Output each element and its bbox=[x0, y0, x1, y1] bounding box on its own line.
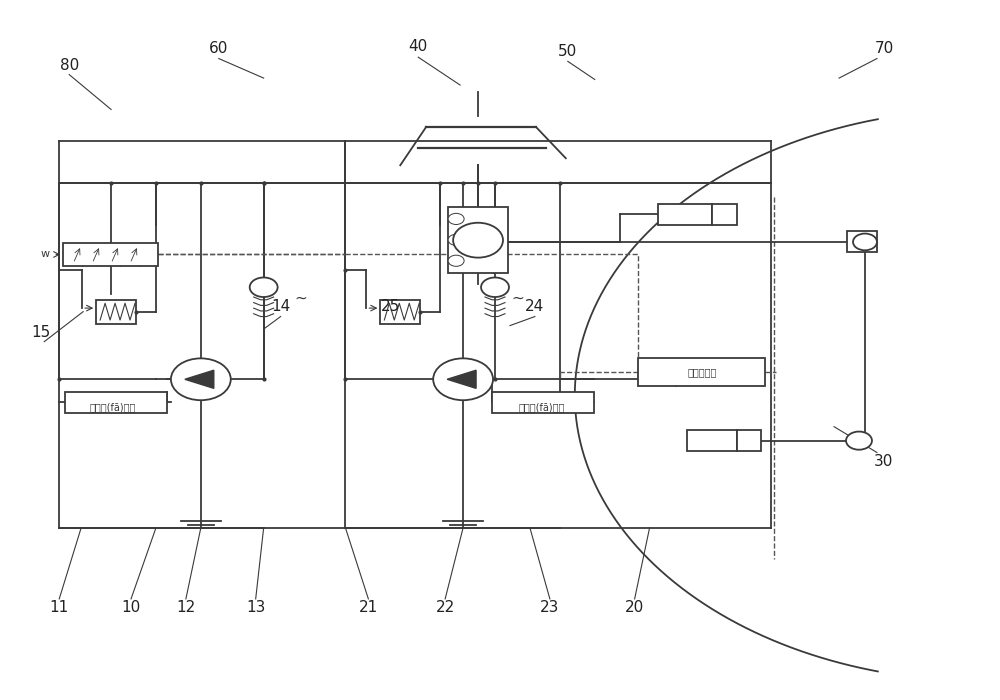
Text: 40: 40 bbox=[409, 39, 428, 54]
Text: ~: ~ bbox=[512, 290, 524, 305]
Text: 25: 25 bbox=[381, 300, 400, 314]
Bar bbox=[65, 392, 167, 413]
Text: 14: 14 bbox=[271, 300, 290, 314]
Circle shape bbox=[846, 432, 872, 449]
Circle shape bbox=[171, 358, 231, 400]
Text: 70: 70 bbox=[874, 41, 894, 56]
Text: 車輛控制器: 車輛控制器 bbox=[688, 368, 717, 377]
Bar bbox=[492, 392, 594, 413]
Circle shape bbox=[433, 358, 493, 400]
Text: 下車發(fā)動機: 下車發(fā)動機 bbox=[90, 402, 136, 412]
Bar bbox=[712, 204, 737, 225]
Circle shape bbox=[448, 256, 464, 266]
Text: 22: 22 bbox=[436, 601, 455, 615]
Circle shape bbox=[481, 277, 509, 297]
Text: 50: 50 bbox=[558, 44, 577, 59]
Circle shape bbox=[448, 234, 464, 246]
Text: 80: 80 bbox=[60, 58, 79, 73]
Text: 13: 13 bbox=[246, 601, 265, 615]
Bar bbox=[380, 300, 420, 323]
Text: 10: 10 bbox=[121, 601, 141, 615]
Text: 30: 30 bbox=[874, 454, 894, 469]
Polygon shape bbox=[185, 370, 214, 388]
Bar bbox=[448, 207, 508, 273]
Text: w: w bbox=[41, 249, 50, 260]
Bar bbox=[658, 204, 712, 225]
Bar bbox=[638, 358, 765, 386]
Text: 12: 12 bbox=[176, 601, 195, 615]
Bar bbox=[737, 430, 761, 451]
Circle shape bbox=[853, 234, 877, 251]
Bar bbox=[847, 232, 877, 253]
Bar bbox=[687, 430, 737, 451]
Text: 60: 60 bbox=[209, 41, 228, 56]
Bar bbox=[96, 300, 136, 323]
Circle shape bbox=[250, 277, 278, 297]
Text: 20: 20 bbox=[625, 601, 644, 615]
Text: 上車發(fā)動機: 上車發(fā)動機 bbox=[519, 402, 565, 412]
Polygon shape bbox=[447, 370, 476, 388]
Text: 11: 11 bbox=[50, 601, 69, 615]
Text: 21: 21 bbox=[359, 601, 378, 615]
Circle shape bbox=[453, 223, 503, 258]
Text: ~: ~ bbox=[294, 290, 307, 305]
Text: 23: 23 bbox=[540, 601, 560, 615]
Bar bbox=[63, 243, 158, 266]
Text: 24: 24 bbox=[525, 300, 545, 314]
Circle shape bbox=[448, 214, 464, 225]
Text: 15: 15 bbox=[32, 325, 51, 340]
